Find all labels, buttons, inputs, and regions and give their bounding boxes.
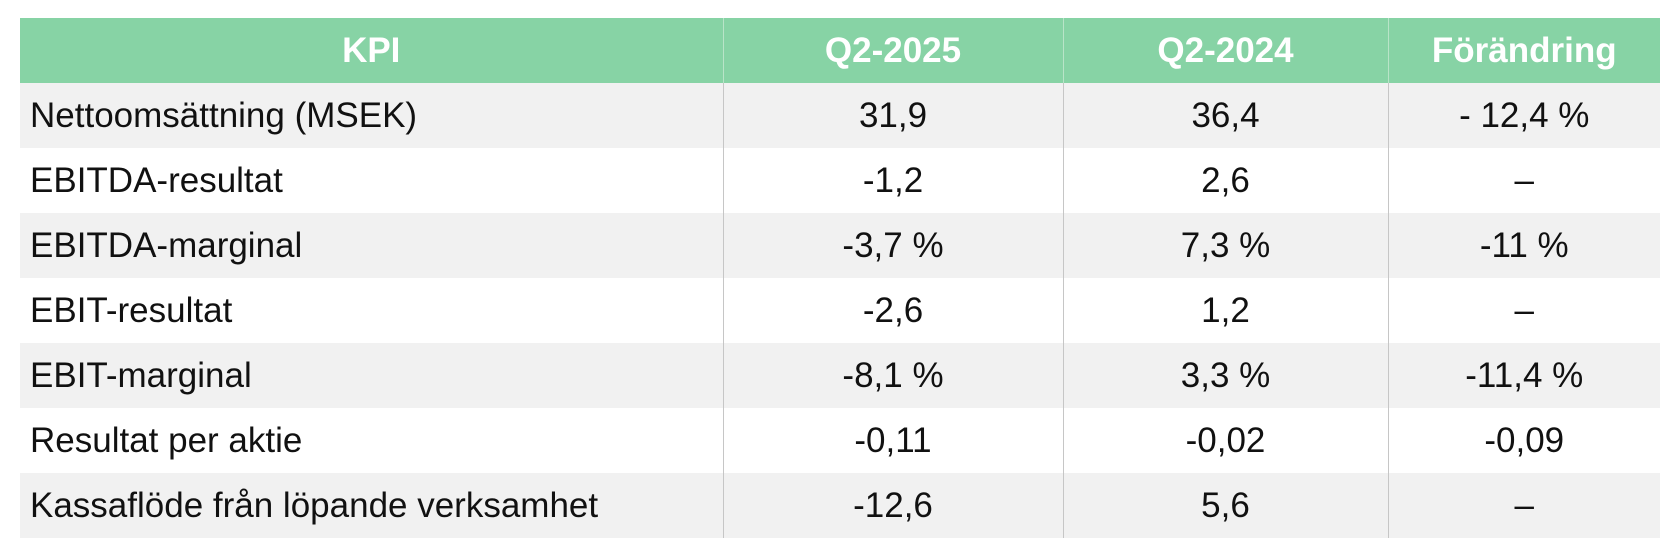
cell-change: – [1387,278,1660,343]
cell-q2-2025: -2,6 [722,278,1063,343]
cell-q2-2024: 1,2 [1062,278,1388,343]
cell-q2-2024: -0,02 [1062,408,1388,473]
cell-q2-2025: -1,2 [722,148,1063,213]
cell-q2-2024: 36,4 [1062,83,1388,148]
cell-change: – [1387,148,1660,213]
cell-q2-2025: -0,11 [722,408,1063,473]
table-row: Nettoomsättning (MSEK) 31,9 36,4 - 12,4 … [20,83,1660,148]
cell-q2-2024: 5,6 [1062,473,1388,538]
cell-change: -11,4 % [1387,343,1660,408]
kpi-table: KPI Q2-2025 Q2-2024 Förändring Nettoomsä… [20,18,1660,538]
cell-change: -0,09 [1387,408,1660,473]
cell-q2-2025: 31,9 [722,83,1063,148]
table-header: KPI Q2-2025 Q2-2024 Förändring [20,18,1660,83]
cell-q2-2025: -8,1 % [722,343,1063,408]
header-q2-2024: Q2-2024 [1062,18,1388,83]
cell-q2-2025: -3,7 % [722,213,1063,278]
row-label: EBIT-marginal [30,355,252,395]
cell-change: -11 % [1387,213,1660,278]
table-row: Resultat per aktie -0,11 -0,02 -0,09 [20,408,1660,473]
cell-q2-2024: 3,3 % [1062,343,1388,408]
row-label: Nettoomsättning (MSEK) [30,95,418,135]
table-row: EBIT-resultat -2,6 1,2 – [20,278,1660,343]
cell-q2-2024: 7,3 % [1062,213,1388,278]
header-kpi: KPI [342,30,401,70]
table-row: Kassaflöde från löpande verksamhet -12,6… [20,473,1660,538]
cell-change: – [1387,473,1660,538]
row-label: EBITDA-marginal [30,225,303,265]
table-row: EBITDA-resultat -1,2 2,6 – [20,148,1660,213]
header-change: Förändring [1387,18,1660,83]
header-row: KPI Q2-2025 Q2-2024 Förändring [20,18,1660,83]
cell-change: - 12,4 % [1387,83,1660,148]
table-body: Nettoomsättning (MSEK) 31,9 36,4 - 12,4 … [20,83,1660,538]
cell-q2-2025: -12,6 [722,473,1063,538]
table-row: EBITDA-marginal -3,7 % 7,3 % -11 % [20,213,1660,278]
row-label: Kassaflöde från löpande verksamhet [30,485,599,525]
table-row: EBIT-marginal -8,1 % 3,3 % -11,4 % [20,343,1660,408]
header-q2-2025: Q2-2025 [722,18,1063,83]
cell-q2-2024: 2,6 [1062,148,1388,213]
row-label: EBIT-resultat [30,290,233,330]
row-label: EBITDA-resultat [30,160,283,200]
row-label: Resultat per aktie [30,420,303,460]
